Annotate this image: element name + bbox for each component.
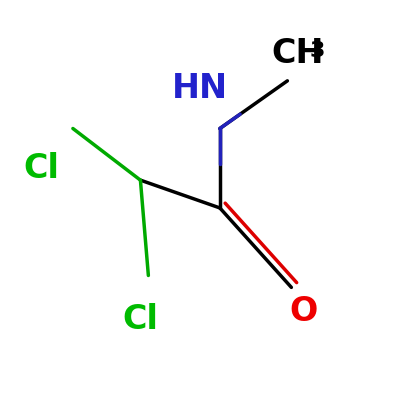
Text: O: O [289,295,318,328]
Text: Cl: Cl [23,152,59,185]
Text: CH: CH [272,36,324,70]
Text: Cl: Cl [122,303,158,336]
Text: 3: 3 [309,41,325,61]
Text: HN: HN [172,72,228,105]
